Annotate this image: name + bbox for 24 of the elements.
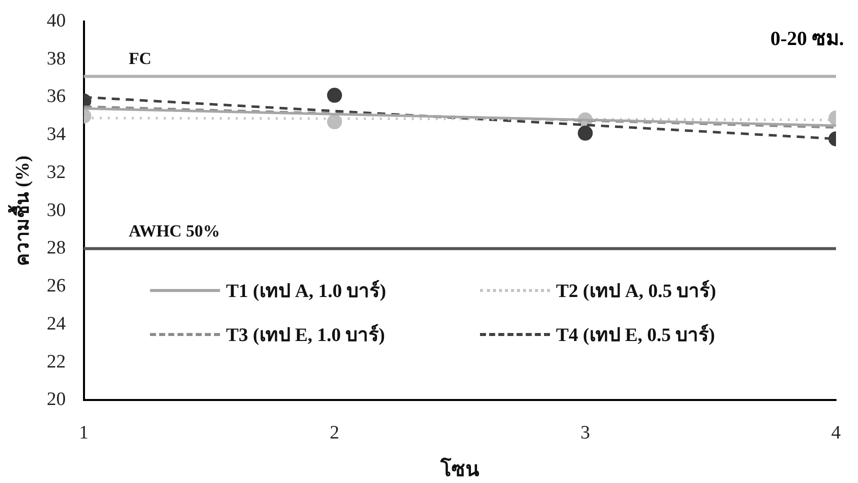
y-tick-label: 40 bbox=[46, 10, 66, 32]
x-tick-label: 4 bbox=[831, 422, 842, 444]
y-tick-label: 28 bbox=[46, 238, 66, 259]
y-tick-label: 24 bbox=[46, 313, 66, 334]
y-tick-label: 32 bbox=[46, 162, 66, 183]
legend-label: T4 (เทป E, 0.5 บาร์) bbox=[556, 323, 715, 348]
x-tick-label: 2 bbox=[330, 422, 340, 444]
legend-label: T1 (เทป A, 1.0 บาร์) bbox=[226, 279, 386, 304]
y-tick-label: 36 bbox=[46, 86, 66, 108]
y-tick-label: 22 bbox=[46, 351, 66, 372]
legend-label: T2 (เทป A, 0.5 บาร์) bbox=[556, 279, 716, 304]
ref-line-label: AWHC 50% bbox=[128, 222, 220, 241]
x-tick-label: 3 bbox=[580, 422, 590, 444]
chart-title: 0-20 ซม. bbox=[770, 27, 844, 52]
legend-label: T3 (เทป E, 1.0 บาร์) bbox=[226, 323, 385, 348]
y-tick-label: 20 bbox=[46, 389, 66, 410]
y-axis-title: ความชื้น (%) bbox=[7, 156, 34, 266]
y-tick-label: 34 bbox=[46, 124, 66, 146]
x-axis-title: โซน bbox=[439, 457, 480, 482]
y-tick-label: 38 bbox=[46, 48, 66, 70]
y-tick-label: 30 bbox=[46, 200, 66, 221]
ref-line-label: FC bbox=[128, 49, 152, 68]
x-tick-label: 1 bbox=[79, 422, 89, 444]
y-tick-label: 26 bbox=[46, 276, 66, 297]
